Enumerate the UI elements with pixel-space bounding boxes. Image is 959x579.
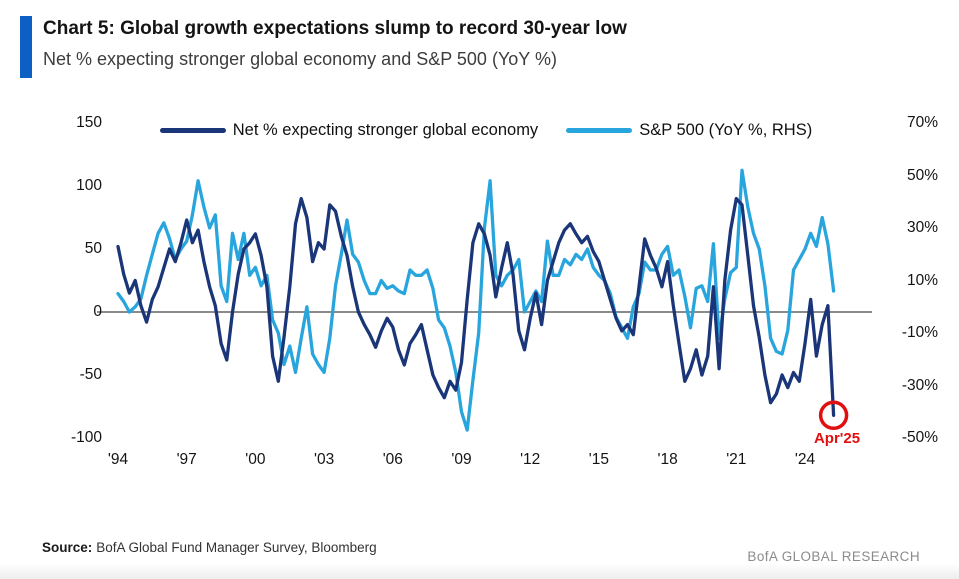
- source-text: BofA Global Fund Manager Survey, Bloombe…: [96, 540, 377, 555]
- y-axis-tick-right: -10%: [901, 324, 938, 341]
- y-axis-tick-left: -100: [70, 429, 102, 446]
- source-label: Source:: [42, 540, 93, 555]
- legend-swatch-net: [159, 128, 226, 133]
- apr25-highlight-circle: [818, 400, 849, 431]
- sp500-line: [116, 168, 836, 432]
- y-axis-tick-left: 100: [76, 177, 102, 194]
- x-axis-tick: '97: [176, 451, 197, 468]
- y-axis-tick-left: 50: [84, 240, 102, 257]
- y-axis-tick-right: 70%: [906, 114, 938, 131]
- brand-mark: BofA GLOBAL RESEARCH: [747, 549, 920, 564]
- x-axis-tick: '09: [451, 451, 472, 468]
- x-axis-tick: '18: [657, 451, 678, 468]
- apr25-annotation-label: Apr'25: [813, 430, 861, 447]
- legend-swatch-sp500: [566, 128, 633, 133]
- y-axis-tick-right: -30%: [901, 376, 938, 394]
- x-axis-tick: '06: [382, 451, 403, 468]
- y-axis-tick-right: 30%: [906, 219, 938, 236]
- chart-title: Chart 5: Global growth expectations slum…: [43, 18, 627, 39]
- bottom-fade: [0, 563, 959, 579]
- y-axis-tick-left: 0: [93, 303, 102, 320]
- x-axis-tick: '94: [107, 451, 129, 468]
- y-axis-tick-left: -50: [79, 366, 102, 383]
- x-axis-tick: '00: [245, 451, 266, 468]
- y-axis-tick-right: 10%: [906, 271, 938, 289]
- x-axis-tick: '12: [520, 451, 541, 468]
- source-note: Source: BofA Global Fund Manager Survey, …: [42, 540, 377, 555]
- x-axis-tick: '03: [313, 451, 335, 468]
- x-axis-tick: '24: [794, 451, 816, 468]
- x-axis-tick: '15: [588, 451, 609, 468]
- x-axis-tick: '21: [726, 451, 747, 468]
- header-text: Chart 5: Global growth expectations slum…: [43, 16, 627, 78]
- chart-header: Chart 5: Global growth expectations slum…: [20, 16, 627, 78]
- legend: Net % expecting stronger global economy …: [100, 121, 872, 140]
- accent-bar: [20, 16, 32, 78]
- legend-item-net-expectations: Net % expecting stronger global economy: [159, 121, 539, 140]
- y-axis-tick-right: -50%: [901, 429, 938, 446]
- y-axis-tick-left: 150: [76, 114, 102, 131]
- legend-label-sp500: S&P 500 (YoY %, RHS): [639, 121, 813, 139]
- net-expectations-line: [116, 196, 836, 417]
- chart-subtitle: Net % expecting stronger global economy …: [43, 48, 557, 69]
- legend-label-net: Net % expecting stronger global economy: [232, 121, 539, 139]
- legend-item-sp500: S&P 500 (YoY %, RHS): [566, 121, 812, 140]
- y-axis-tick-right: 50%: [906, 166, 938, 184]
